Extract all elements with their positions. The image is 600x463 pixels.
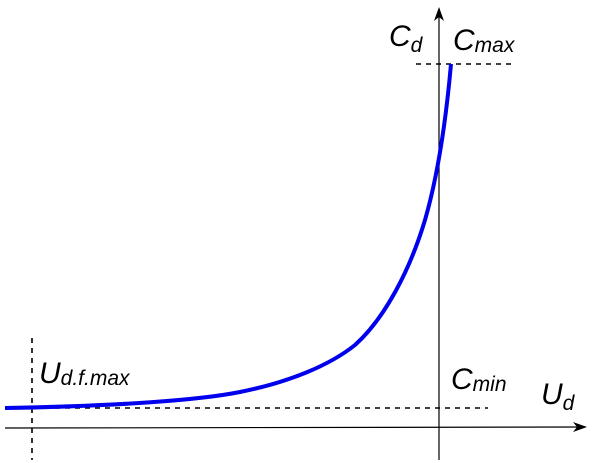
u-limit-label: Ud.f.max — [39, 357, 131, 390]
c-min-label: Cmin — [451, 363, 507, 396]
x-axis-label: Ud — [541, 378, 576, 415]
c-max-label: Cmax — [453, 24, 516, 57]
x-axis — [4, 422, 587, 433]
y-axis-label: Cd — [389, 20, 424, 57]
capacitance-curve — [4, 63, 453, 410]
